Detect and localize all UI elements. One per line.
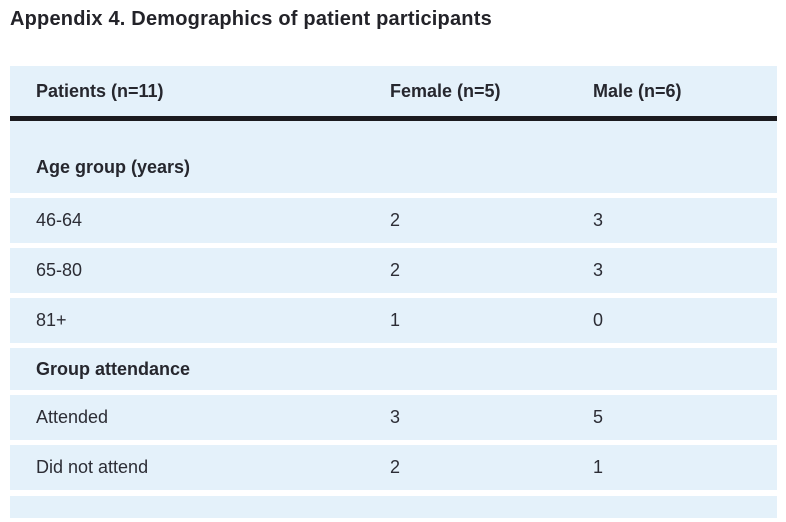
header-male: Male (n=6) xyxy=(593,80,682,101)
section-label: Group attendance xyxy=(36,358,191,379)
table-row-81-plus: 81+ 1 0 xyxy=(10,298,777,343)
header-divider-rule xyxy=(10,116,777,121)
row-label-cell: 81+ xyxy=(36,310,67,330)
female-value-cell: 2 xyxy=(390,210,401,230)
table-row-65-80: 65-80 2 3 xyxy=(10,248,777,293)
section-label: Age group (years) xyxy=(36,157,191,177)
male-value-cell: 1 xyxy=(593,457,604,477)
header-patients: Patients (n=11) xyxy=(36,80,164,101)
table-row-did-not-attend: Did not attend 2 1 xyxy=(10,445,777,490)
page-title: Appendix 4. Demographics of patient part… xyxy=(10,8,492,30)
section-header-group-attendance: Group attendance xyxy=(10,348,777,390)
header-female: Female (n=5) xyxy=(390,80,501,101)
table-row-46-64: 46-64 2 3 xyxy=(10,198,777,243)
row-label-cell: Attended xyxy=(36,407,109,427)
female-value-cell: 2 xyxy=(390,457,401,477)
male-value-cell: 0 xyxy=(593,310,604,330)
table-footer-band xyxy=(10,496,777,518)
row-label-cell: 65-80 xyxy=(36,260,83,280)
male-value-cell: 3 xyxy=(593,260,604,280)
table-row-attended: Attended 3 5 xyxy=(10,395,777,440)
section-header-age-group: Age group (years) xyxy=(10,121,777,193)
row-label-cell: Did not attend xyxy=(36,457,149,477)
female-value-cell: 2 xyxy=(390,260,401,280)
female-value-cell: 1 xyxy=(390,310,401,330)
female-value-cell: 3 xyxy=(390,407,401,427)
male-value-cell: 5 xyxy=(593,407,604,427)
demographics-table: Patients (n=11) Female (n=5) Male (n=6) … xyxy=(10,66,777,518)
row-label-cell: 46-64 xyxy=(36,210,83,230)
table-header-row: Patients (n=11) Female (n=5) Male (n=6) xyxy=(10,66,777,116)
male-value-cell: 3 xyxy=(593,210,604,230)
